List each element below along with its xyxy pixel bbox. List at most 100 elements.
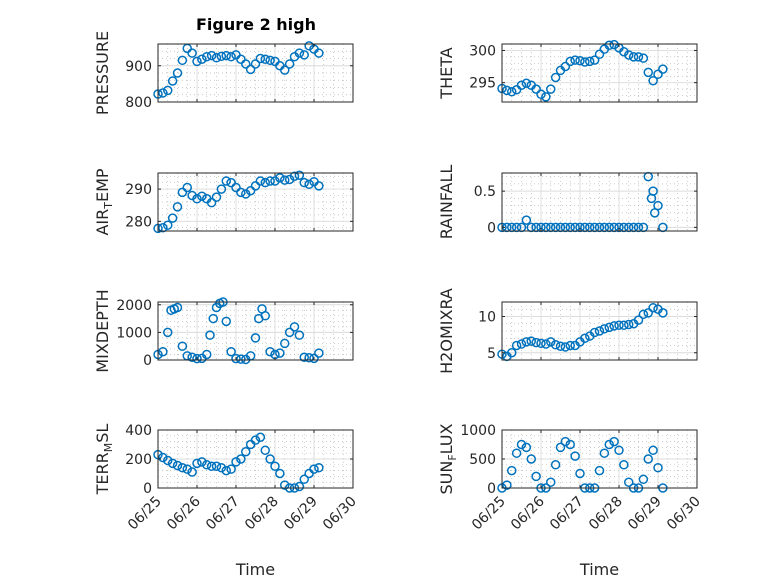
- data-point: [314, 462, 324, 473]
- data-point: [643, 308, 653, 318]
- data-point: [221, 465, 231, 476]
- data-point: [604, 439, 614, 450]
- subplot-pressure: 800 900 PRESSURE: [93, 31, 354, 115]
- data-point: [648, 75, 658, 86]
- data-point: [260, 177, 270, 188]
- data-point: [294, 48, 305, 58]
- data-point: [187, 467, 197, 477]
- data-point: [182, 182, 192, 193]
- data-point: [648, 303, 658, 313]
- x-tick-label: 06/28: [586, 494, 626, 534]
- data-point: [241, 59, 251, 69]
- x-tick-label: 06/25: [125, 494, 165, 534]
- data-point: [502, 85, 512, 96]
- y-tick-label: 1000: [460, 423, 496, 439]
- data-point: [192, 56, 202, 67]
- data-point: [624, 50, 634, 60]
- y-axis-label: RAINFALL: [437, 165, 456, 240]
- data-point: [643, 454, 653, 464]
- data-point: [294, 330, 305, 340]
- data-point: [541, 339, 551, 349]
- data-point: [236, 54, 246, 64]
- y-tick-label: 2000: [116, 298, 152, 314]
- data-point: [633, 315, 644, 325]
- data-point: [555, 442, 566, 453]
- data-point: [192, 194, 202, 204]
- y-tick-label: 300: [469, 43, 496, 59]
- data-point: [309, 353, 319, 364]
- data-point: [521, 442, 532, 453]
- data-point: [197, 191, 207, 201]
- data-point: [560, 436, 571, 447]
- data-point: [594, 49, 605, 60]
- data-point: [158, 223, 168, 233]
- data-point: [594, 326, 605, 336]
- data-point: [172, 202, 183, 212]
- data-point: [172, 68, 183, 78]
- data-point: [289, 171, 300, 181]
- data-point: [250, 181, 261, 191]
- data-point: [187, 352, 197, 362]
- data-point: [275, 173, 285, 183]
- data-point: [511, 448, 522, 458]
- data-point: [280, 338, 290, 349]
- y-axis-label: TERRMSL: [93, 424, 115, 496]
- data-point: [653, 200, 663, 211]
- data-point: [560, 342, 571, 352]
- data-point: [202, 460, 212, 470]
- data-point: [565, 56, 575, 67]
- data-point: [265, 55, 275, 66]
- data-point: [255, 432, 266, 442]
- data-point: [565, 340, 575, 351]
- data-point: [516, 339, 527, 349]
- data-point: [599, 324, 610, 334]
- data-point: [163, 220, 173, 230]
- data-point: [221, 50, 231, 61]
- y-tick-label: 200: [125, 452, 152, 468]
- data-point: [211, 461, 222, 471]
- x-tick-label: 06/30: [320, 494, 360, 534]
- data-point: [158, 452, 168, 463]
- data-point: [511, 340, 522, 351]
- data-point: [260, 54, 270, 64]
- y-axis-label: MIXDEPTH: [93, 289, 112, 372]
- data-point: [250, 435, 261, 445]
- axes-box: [157, 43, 354, 103]
- data-point: [565, 439, 575, 450]
- data-point: [205, 330, 215, 340]
- y-axis-label: AIRTEMP: [93, 168, 115, 235]
- data-point: [526, 336, 536, 346]
- data-point: [526, 454, 536, 464]
- figure-title: Figure 2 high: [196, 15, 316, 34]
- data-point: [628, 52, 639, 62]
- data-point: [546, 477, 556, 487]
- y-axis-label: SUNFLUX: [437, 423, 459, 494]
- data-point: [250, 333, 261, 343]
- subplot-h2omixra: 5 10 H2OMIXRA: [437, 288, 698, 374]
- data-point: [177, 462, 188, 473]
- data-point: [177, 341, 188, 351]
- data-point: [309, 464, 319, 474]
- data-point: [280, 65, 290, 75]
- data-point: [299, 352, 309, 362]
- data-point: [550, 340, 561, 350]
- axes-box: [501, 172, 698, 232]
- y-tick-label: 5: [487, 346, 496, 362]
- y-tick-label: 0: [487, 220, 496, 236]
- y-axis-label: H2OMIXRA: [437, 288, 456, 374]
- data-point: [226, 464, 236, 474]
- y-axis-label: THETA: [437, 47, 456, 99]
- data-point: [221, 176, 231, 186]
- data-point: [192, 353, 202, 364]
- data-point: [270, 461, 280, 471]
- data-point: [167, 213, 178, 223]
- axes-box: [501, 301, 698, 361]
- data-point: [648, 445, 658, 456]
- data-point: [284, 327, 295, 338]
- data-point: [638, 309, 649, 320]
- data-point: [226, 51, 236, 62]
- data-point: [594, 465, 605, 476]
